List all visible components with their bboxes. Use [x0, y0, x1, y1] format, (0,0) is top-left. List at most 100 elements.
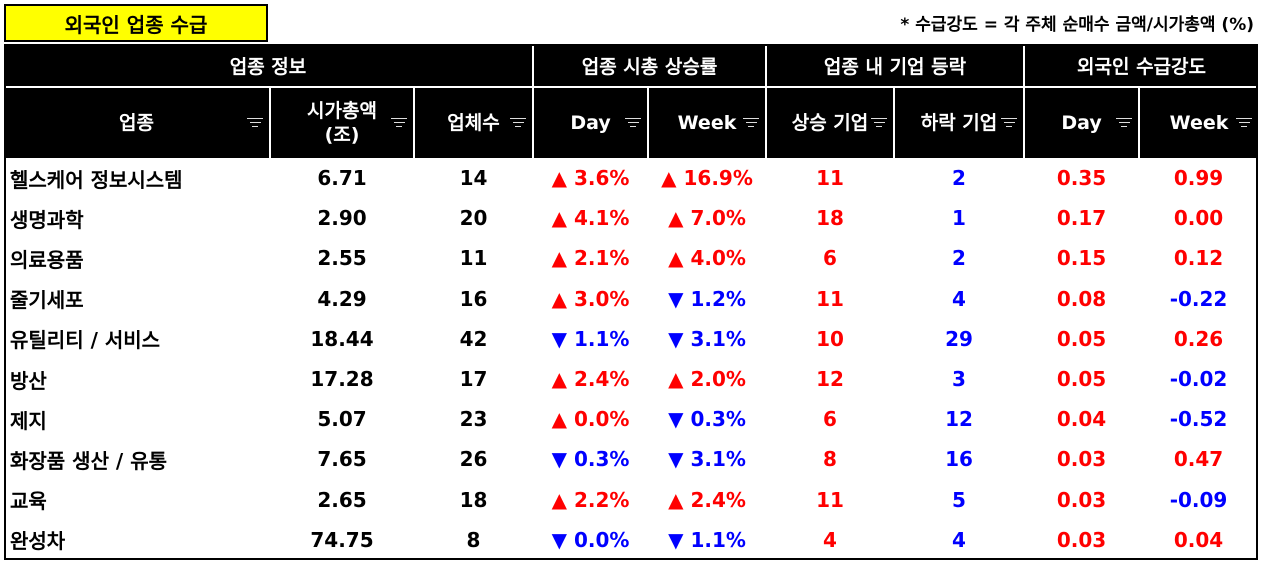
table-row: 제지 5.07 23 ▲ 0.0% ▼ 0.3% 6 12 0.04 -0.52	[4, 399, 1258, 439]
cell-company-count: 18	[459, 487, 488, 512]
cell-mcap-day: ▼ 0.0%	[551, 527, 630, 552]
cell-flow-week: -0.52	[1169, 407, 1228, 432]
cell-company-count: 17	[459, 367, 488, 392]
cell-company-count: 16	[459, 286, 488, 311]
cell-company-count: 14	[459, 166, 488, 191]
cell-rising-companies: 12	[816, 367, 844, 392]
cell-falling-companies: 3	[952, 367, 966, 392]
filter-icon[interactable]	[625, 118, 642, 128]
filter-icon[interactable]	[1001, 118, 1018, 128]
table-row: 유틸리티 / 서비스 18.44 42 ▼ 1.1% ▼ 3.1% 10 29 0.05 0.2…	[4, 319, 1258, 359]
column-header-flow-day: Day	[1024, 87, 1141, 158]
cell-company-count: 42	[459, 326, 488, 351]
cell-rising-companies: 18	[816, 206, 844, 231]
cell-company-count: 8	[466, 527, 481, 552]
cell-mcap-week: ▼ 1.2%	[668, 286, 746, 311]
cell-sector: 완성차	[10, 529, 66, 554]
cell-market-cap: 7.65	[317, 447, 367, 472]
cell-mcap-week: ▼ 1.1%	[668, 527, 746, 552]
filter-icon[interactable]	[743, 118, 760, 128]
cell-flow-day: 0.05	[1056, 367, 1107, 392]
filter-icon[interactable]	[391, 118, 407, 128]
cell-mcap-day: ▲ 2.1%	[551, 246, 630, 271]
cell-falling-companies: 2	[952, 246, 966, 271]
cell-falling-companies: 4	[952, 527, 966, 552]
cell-sector: 화장품 생산 / 유통	[10, 448, 167, 473]
cell-flow-day: 0.03	[1056, 447, 1107, 472]
cell-company-count: 20	[459, 206, 488, 231]
cell-mcap-day: ▲ 3.0%	[551, 286, 630, 311]
column-header-mcap-week: Week	[648, 87, 768, 158]
cell-mcap-week: ▼ 3.1%	[668, 326, 746, 351]
cell-mcap-day: ▼ 0.3%	[551, 447, 630, 472]
cell-flow-day: 0.15	[1056, 246, 1107, 271]
cell-flow-week: 0.12	[1173, 246, 1224, 271]
cell-sector: 줄기세포	[10, 288, 84, 313]
cell-market-cap: 74.75	[310, 527, 374, 552]
cell-market-cap: 5.07	[317, 407, 367, 432]
page-title: 외국인 업종 수급	[4, 4, 268, 42]
filter-icon[interactable]	[871, 118, 888, 128]
column-header-sector: 업종	[4, 87, 271, 158]
cell-company-count: 26	[459, 447, 488, 472]
cell-rising-companies: 10	[816, 326, 844, 351]
cell-mcap-week: ▼ 3.1%	[668, 447, 746, 472]
column-header-label: Week	[677, 112, 737, 134]
table-row: 생명과학 2.90 20 ▲ 4.1% ▲ 7.0% 18 1 0.17 0.00	[4, 198, 1258, 238]
column-header-row: 업종 시가총액 (조) 업체수 Day Week 상승 기업 하락 기업 Day Week	[4, 87, 1259, 158]
group-header-foreign-flow: 외국인 수급강도	[1024, 44, 1259, 88]
table-row: 화장품 생산 / 유통 7.65 26 ▼ 0.3% ▼ 3.1% 8 16 0.03 0.47	[4, 439, 1258, 479]
cell-rising-companies: 11	[816, 286, 844, 311]
group-header-mcap-change: 업종 시총 상승률	[533, 44, 768, 88]
cell-rising-companies: 6	[823, 246, 837, 271]
cell-falling-companies: 16	[945, 447, 973, 472]
cell-flow-day: 0.35	[1056, 166, 1107, 191]
cell-sector: 교육	[10, 489, 47, 514]
column-header-market-cap: 시가총액 (조)	[270, 87, 415, 158]
cell-mcap-day: ▼ 1.1%	[551, 326, 630, 351]
cell-flow-day: 0.08	[1056, 286, 1107, 311]
filter-icon[interactable]	[1116, 118, 1133, 128]
cell-company-count: 23	[459, 407, 488, 432]
table-row: 의료용품 2.55 11 ▲ 2.1% ▲ 4.0% 6 2 0.15 0.12	[4, 238, 1258, 278]
cell-mcap-week: ▼ 0.3%	[668, 407, 746, 432]
cell-mcap-week: ▲ 2.0%	[668, 367, 746, 392]
group-header-sector-info: 업종 정보	[4, 44, 535, 88]
cell-flow-week: -0.02	[1169, 367, 1228, 392]
column-header-flow-week: Week	[1139, 87, 1259, 158]
cell-mcap-day: ▲ 2.4%	[551, 367, 630, 392]
column-header-label: Day	[1061, 112, 1102, 134]
cell-flow-week: -0.22	[1169, 286, 1228, 311]
filter-icon[interactable]	[510, 118, 527, 128]
cell-sector: 방산	[10, 368, 47, 393]
column-header-label: Day	[570, 112, 611, 134]
column-header-label: 업종	[119, 112, 154, 134]
cell-rising-companies: 4	[823, 527, 837, 552]
cell-mcap-week: ▲ 16.9%	[661, 166, 753, 191]
cell-flow-week: 0.00	[1173, 206, 1224, 231]
cell-mcap-day: ▲ 0.0%	[551, 407, 630, 432]
column-header-label: 업체수	[447, 112, 500, 134]
cell-mcap-week: ▲ 7.0%	[668, 206, 746, 231]
cell-flow-week: 0.47	[1173, 447, 1224, 472]
cell-mcap-day: ▲ 3.6%	[551, 166, 630, 191]
cell-mcap-day: ▲ 4.1%	[551, 206, 630, 231]
cell-flow-day: 0.04	[1056, 407, 1107, 432]
formula-note: * 수급강도 = 각 주체 순매수 금액/시가총액 (%)	[900, 15, 1254, 35]
filter-icon[interactable]	[1236, 118, 1253, 128]
cell-mcap-week: ▲ 4.0%	[668, 246, 746, 271]
cell-falling-companies: 2	[952, 166, 966, 191]
table-body: 헬스케어 정보시스템 6.71 14 ▲ 3.6% ▲ 16.9% 11 2 0.35 0.99…	[4, 158, 1258, 560]
cell-market-cap: 2.55	[317, 246, 367, 271]
cell-rising-companies: 11	[816, 487, 844, 512]
cell-flow-day: 0.17	[1056, 206, 1107, 231]
table-row: 헬스케어 정보시스템 6.71 14 ▲ 3.6% ▲ 16.9% 11 2 0.35 0.99	[4, 158, 1258, 198]
cell-flow-week: 0.26	[1173, 326, 1224, 351]
table-row: 방산 17.28 17 ▲ 2.4% ▲ 2.0% 12 3 0.05 -0.02	[4, 359, 1258, 399]
cell-flow-week: 0.04	[1173, 527, 1224, 552]
column-header-label: Week	[1169, 112, 1229, 134]
cell-falling-companies: 12	[945, 407, 973, 432]
cell-rising-companies: 11	[816, 166, 844, 191]
filter-icon[interactable]	[247, 118, 263, 128]
cell-falling-companies: 1	[952, 206, 966, 231]
